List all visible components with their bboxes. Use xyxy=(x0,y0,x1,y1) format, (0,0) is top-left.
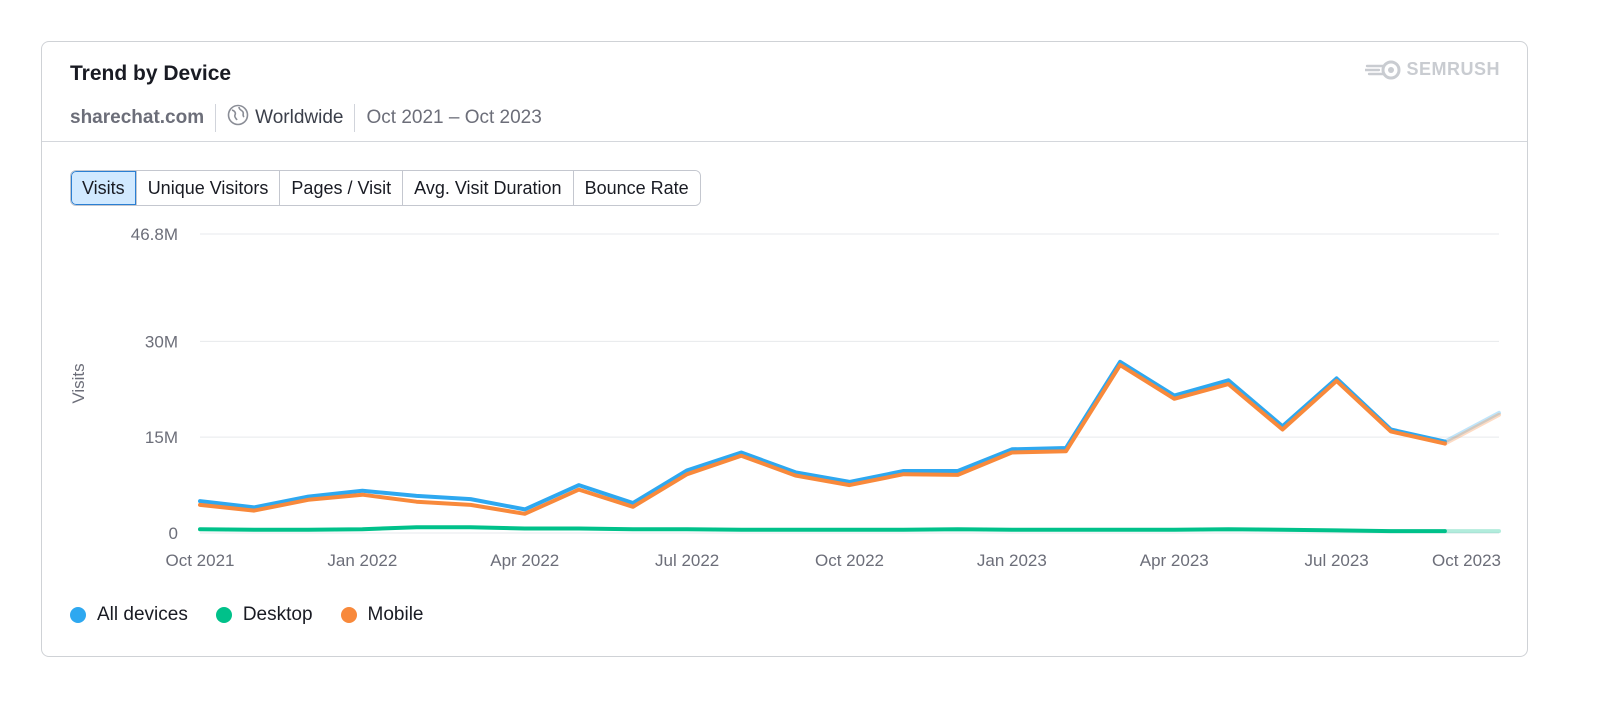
legend-item-desktop[interactable]: Desktop xyxy=(215,604,313,626)
globe-icon xyxy=(227,104,249,132)
card-title: Trend by Device xyxy=(70,62,232,85)
semrush-logo-icon xyxy=(1365,60,1401,79)
x-tick-label: Jul 2023 xyxy=(1304,551,1368,570)
meta-divider xyxy=(354,104,356,132)
region-label: Worldwide xyxy=(255,107,344,128)
legend-item-all-devices[interactable]: All devices xyxy=(70,604,188,626)
semrush-wordmark: SEMRUSH xyxy=(1406,59,1500,79)
series-line-all-devices xyxy=(198,359,1447,512)
x-tick-label: Oct 2023 xyxy=(1432,551,1501,570)
x-tick-label: Oct 2021 xyxy=(166,551,235,570)
tab-visits[interactable]: Visits xyxy=(71,171,137,205)
visits-chart: 0 15M 30M 46.8M Visits Oct 2021 Jan 2022 Apr 20… xyxy=(69,225,1501,570)
tab-pages-visit[interactable]: Pages / Visit xyxy=(280,171,404,205)
tab-bounce-rate[interactable]: Bounce Rate xyxy=(573,171,700,205)
semrush-logo: SEMRUSH xyxy=(1365,59,1500,80)
period-label: Oct 2021 – Oct 2023 xyxy=(366,107,542,128)
x-tick-label: Jan 2023 xyxy=(977,551,1047,570)
legend-label-mobile: Mobile xyxy=(367,604,424,625)
series-partial-mobile xyxy=(1442,412,1501,446)
x-tick-label: Apr 2022 xyxy=(490,551,559,570)
x-tick-label: Jul 2022 xyxy=(655,551,719,570)
x-tick-label: Oct 2022 xyxy=(815,551,884,570)
tab-unique-visitors[interactable]: Unique Visitors xyxy=(136,171,281,205)
y-tick-label: 30M xyxy=(145,332,178,351)
y-tick-label: 46.8M xyxy=(131,225,178,244)
series-line-desktop xyxy=(198,525,1447,534)
y-tick-label: 0 xyxy=(169,524,178,543)
card-meta: sharechat.com Worldwide Oct 2021 – Oct 2… xyxy=(70,104,542,132)
metric-tabs: Visits Unique Visitors Pages / Visit Avg… xyxy=(70,170,701,206)
series-partial-all-devices xyxy=(1442,410,1501,444)
y-tick-label: 15M xyxy=(145,428,178,447)
chart-legend: All devices Desktop Mobile xyxy=(70,604,452,626)
x-tick-label: Apr 2023 xyxy=(1140,551,1209,570)
y-axis-label: Visits xyxy=(69,363,88,403)
tab-avg-visit-duration[interactable]: Avg. Visit Duration xyxy=(403,171,574,205)
x-tick-label: Jan 2022 xyxy=(327,551,397,570)
series-line-mobile xyxy=(198,363,1447,516)
legend-label-desktop: Desktop xyxy=(242,604,313,625)
legend-dot-mobile xyxy=(340,607,357,623)
legend-dot-desktop xyxy=(215,607,232,623)
legend-item-mobile[interactable]: Mobile xyxy=(340,604,424,626)
header-divider xyxy=(42,141,1527,142)
legend-label-all-devices: All devices xyxy=(97,604,188,625)
trend-card: Trend by Device sharechat.com Worldwide … xyxy=(41,41,1528,657)
legend-dot-all-devices xyxy=(70,607,86,623)
domain-label: sharechat.com xyxy=(70,107,205,128)
meta-divider xyxy=(215,104,217,132)
